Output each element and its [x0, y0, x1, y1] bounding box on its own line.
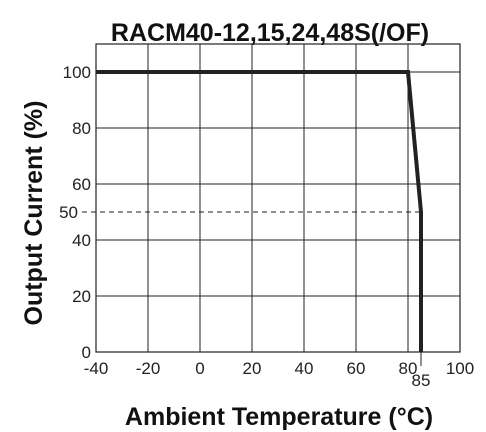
x-tick-label: 60	[347, 359, 366, 378]
grid-lines	[95, 43, 461, 353]
y-axis-ticks: 0 20 40 60 80 100	[63, 63, 91, 362]
y-tick-label: 0	[82, 343, 91, 362]
x-tick-label: -20	[136, 359, 161, 378]
series-group	[96, 70, 423, 352]
x-tick-label: 40	[295, 359, 314, 378]
x-tick-label: 20	[243, 359, 262, 378]
derating-curve	[96, 70, 423, 352]
y-tick-label: 80	[72, 119, 91, 138]
y-tick-label: 40	[72, 231, 91, 250]
chart-title: RACM40-12,15,24,48S(/OF)	[111, 19, 429, 47]
plot-frame	[95, 43, 461, 353]
y-tick-label: 100	[63, 63, 91, 82]
y-tick-label: 60	[72, 175, 91, 194]
x-tick-label: 0	[195, 359, 204, 378]
x-tick-label: -40	[84, 359, 109, 378]
y-tick-label: 20	[72, 287, 91, 306]
x-tick-label: 80	[399, 359, 418, 378]
y-axis-label: Output Current (%)	[20, 101, 48, 326]
x-axis-label: Ambient Temperature (°C)	[125, 403, 433, 431]
x-tick-label: 100	[446, 359, 474, 378]
ref-label-x: 85	[412, 371, 431, 390]
x-axis-ticks: -40 -20 0 20 40 60 80 100	[84, 359, 474, 378]
ref-label-y: 50	[59, 203, 78, 222]
reference-lines: 50 85	[59, 203, 430, 390]
